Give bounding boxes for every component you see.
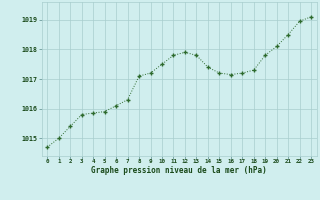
X-axis label: Graphe pression niveau de la mer (hPa): Graphe pression niveau de la mer (hPa) (91, 166, 267, 175)
